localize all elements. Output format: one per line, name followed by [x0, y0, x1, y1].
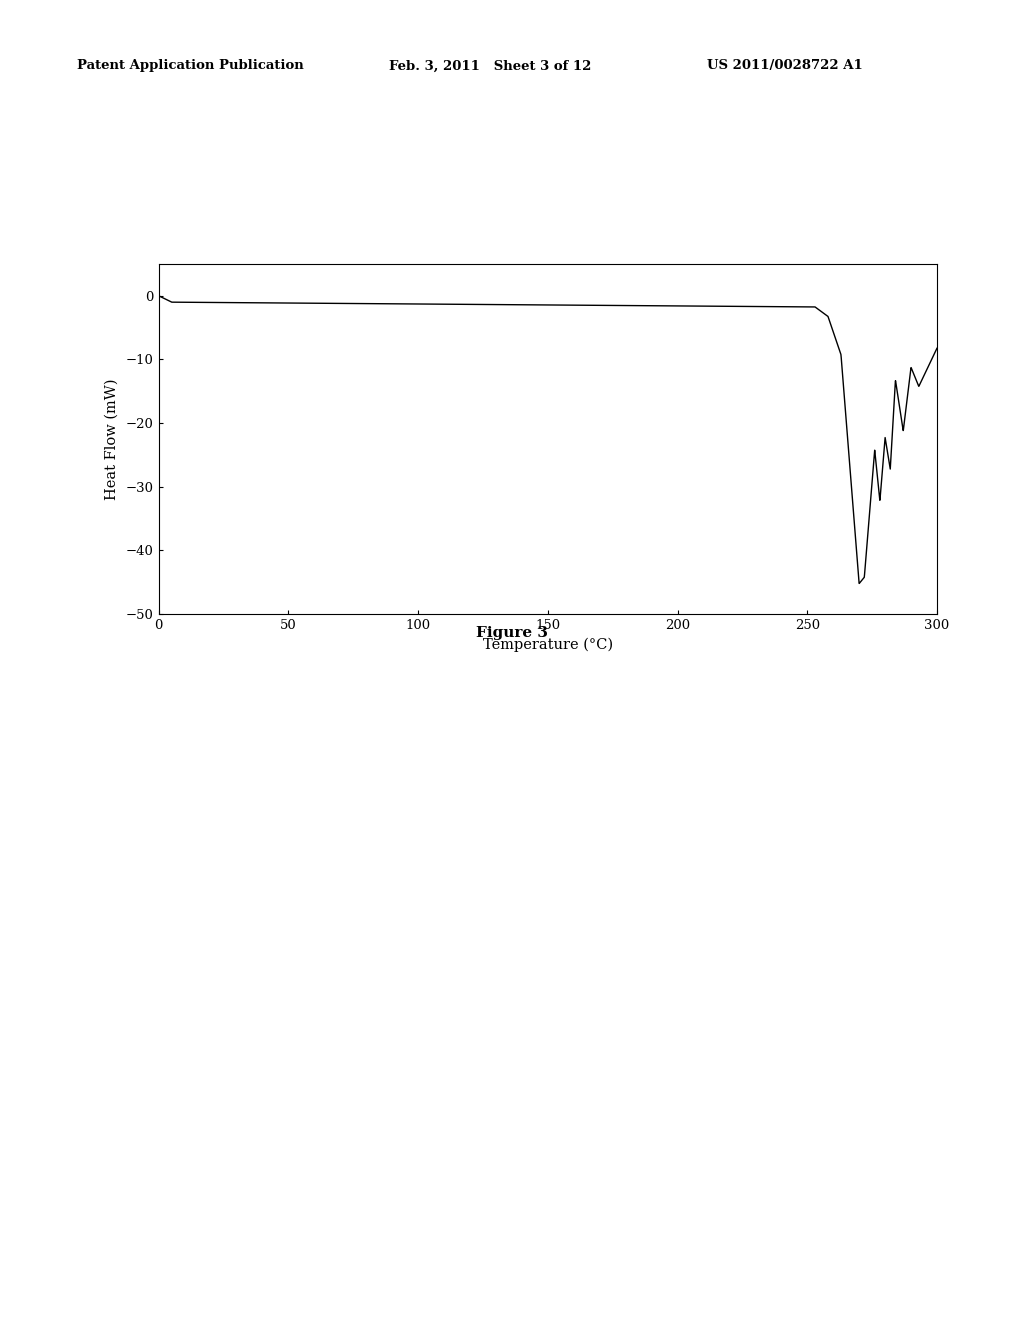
Text: Feb. 3, 2011   Sheet 3 of 12: Feb. 3, 2011 Sheet 3 of 12 — [389, 59, 592, 73]
Text: US 2011/0028722 A1: US 2011/0028722 A1 — [707, 59, 862, 73]
X-axis label: Temperature (°C): Temperature (°C) — [482, 638, 613, 652]
Text: Figure 3: Figure 3 — [476, 626, 548, 640]
Y-axis label: Heat Flow (mW): Heat Flow (mW) — [104, 378, 119, 500]
Text: Patent Application Publication: Patent Application Publication — [77, 59, 303, 73]
